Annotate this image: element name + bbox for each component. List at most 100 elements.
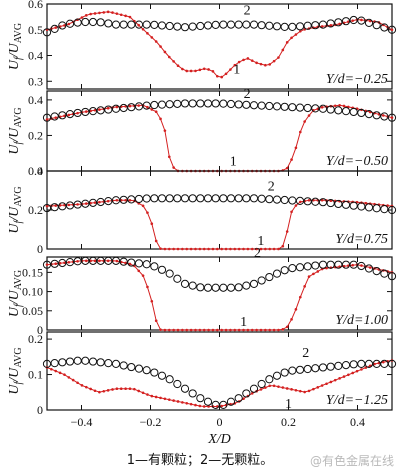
series-2-point: [257, 276, 266, 285]
series-1-point: [333, 378, 337, 382]
series-2-point: [203, 21, 213, 30]
series-2-point: [142, 194, 151, 203]
series-1-point: [54, 204, 58, 207]
series-2-point: [104, 359, 113, 368]
series-1-point: [150, 222, 154, 226]
series-2-point: [88, 198, 98, 207]
series-1-point: [264, 328, 267, 332]
y-axis-label-div: /U: [7, 42, 22, 58]
series-1-point: [93, 201, 97, 204]
y-axis-label-sub1: f: [13, 56, 24, 60]
series-2-point: [65, 357, 75, 366]
series-2-point: [157, 100, 167, 109]
series-1-point: [202, 405, 206, 408]
series-1-point: [368, 19, 372, 23]
curve-label-2: 2: [254, 246, 261, 261]
series-2-point: [142, 260, 151, 269]
y-tick-label: 0.4: [28, 49, 43, 63]
series-1-point: [172, 399, 175, 402]
series-1-point: [224, 247, 228, 251]
series-2-point: [341, 107, 351, 116]
series-2-point: [242, 194, 251, 203]
series-2-point: [265, 272, 274, 282]
series-2-point: [96, 197, 105, 207]
series-2-point: [42, 203, 52, 213]
series-2-point: [380, 112, 389, 121]
y-tick-label: 0.4: [28, 164, 43, 178]
series-1-point: [233, 247, 237, 251]
series-2-point: [341, 200, 351, 209]
series-2-point: [288, 366, 297, 375]
curve-label-1: 1: [230, 155, 237, 170]
series-1-point: [220, 404, 223, 408]
series-1-point: [189, 247, 193, 251]
series-2-point: [104, 19, 113, 28]
series-1-point: [141, 274, 145, 277]
series-1-point: [58, 261, 62, 265]
series-2-point: [280, 22, 289, 31]
curve-label-1: 1: [257, 234, 264, 249]
series-1-point: [355, 369, 359, 373]
series-2-point: [219, 20, 228, 29]
series-1-point: [93, 108, 97, 112]
y-axis-label: Uf/UAVG: [7, 23, 24, 70]
series-1-point: [185, 401, 189, 405]
series-2-point: [380, 269, 389, 278]
series-1-point: [172, 60, 175, 63]
y-axis-label: Uf/UAVG: [7, 347, 24, 394]
series-1-point: [89, 12, 92, 16]
series-1-point: [211, 328, 215, 332]
series-1-point: [76, 203, 79, 206]
series-1-point: [124, 387, 127, 391]
series-2-point: [334, 199, 343, 209]
series-1-point: [71, 378, 75, 382]
x-tick-label: 0: [217, 415, 223, 429]
series-1-point: [150, 36, 154, 39]
series-2-point: [127, 20, 136, 29]
series-1-point: [159, 45, 162, 48]
series-1-point: [281, 244, 285, 248]
series-1-point: [128, 387, 132, 391]
series-2-point: [196, 21, 205, 31]
series-1-point: [181, 247, 184, 251]
series-2-point: [73, 18, 82, 27]
series-2-point: [50, 24, 59, 33]
series-2-point: [272, 195, 282, 204]
series-1-point: [312, 272, 315, 276]
series-2-point: [104, 197, 113, 206]
series-2-point: [288, 263, 297, 273]
y-tick-label: 0.2: [28, 128, 43, 142]
series-2-point: [211, 194, 220, 203]
series-1-point: [141, 391, 145, 395]
series-2-point: [188, 22, 197, 31]
series-1-point: [198, 404, 202, 408]
series-1-point: [98, 259, 101, 263]
series-1-point: [202, 328, 206, 332]
series-2-point: [58, 111, 67, 120]
series-2-point: [73, 200, 82, 209]
series-1-point: [159, 117, 162, 121]
series-2-point: [104, 105, 113, 114]
y-tick-label: 0.4: [28, 93, 43, 107]
series-1-point: [351, 19, 354, 22]
series-1-point: [85, 14, 88, 17]
series-2-point: [272, 22, 282, 31]
series-1-point: [285, 41, 289, 44]
y-axis-label-sub2: AVG: [13, 23, 24, 43]
series-2-point: [50, 359, 59, 368]
series-1-point: [124, 261, 127, 265]
series-1-point: [285, 387, 289, 390]
y-tick-label: 0: [37, 403, 43, 417]
series-1-point: [172, 166, 175, 169]
series-1-point: [264, 386, 267, 389]
series-2-point: [380, 205, 389, 214]
series-2-point: [357, 202, 366, 211]
series-2-point: [272, 102, 282, 111]
series-1-point: [229, 247, 232, 251]
series-1-point: [237, 247, 241, 251]
series-1-point: [176, 400, 180, 403]
series-1-point: [342, 104, 346, 108]
series-2-point: [380, 23, 389, 32]
series-2-point: [387, 272, 397, 281]
series-1-point: [146, 32, 149, 35]
